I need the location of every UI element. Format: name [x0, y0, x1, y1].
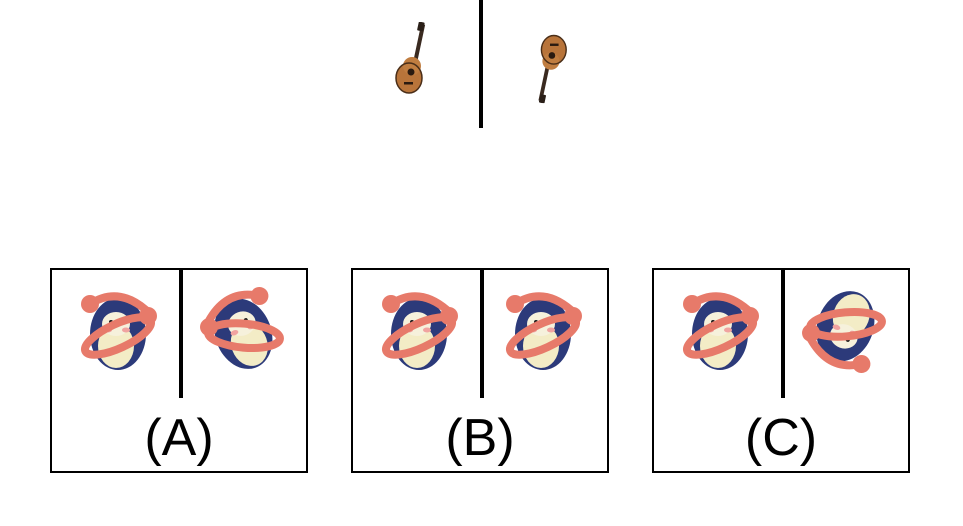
option-b-label: (B)	[445, 409, 515, 467]
option-b-divider	[480, 270, 484, 398]
penguin-toy-icon	[501, 284, 585, 376]
penguin-toy-icon	[200, 284, 284, 376]
option-a-label: (A)	[144, 409, 214, 467]
penguin-toy-icon	[802, 284, 886, 376]
option-c-label: (C)	[744, 409, 818, 467]
option-b-box[interactable]: (B)	[351, 268, 609, 473]
option-c-divider	[781, 270, 785, 398]
option-a-divider	[179, 270, 183, 398]
guitar-icon	[392, 22, 434, 102]
option-c-box[interactable]: (C)	[652, 268, 910, 473]
penguin-toy-icon	[76, 284, 160, 376]
penguin-toy-icon	[377, 284, 461, 376]
reference-divider	[479, 0, 483, 128]
option-a-box[interactable]: (A)	[50, 268, 308, 473]
penguin-toy-icon	[678, 284, 762, 376]
guitar-icon	[530, 26, 570, 104]
